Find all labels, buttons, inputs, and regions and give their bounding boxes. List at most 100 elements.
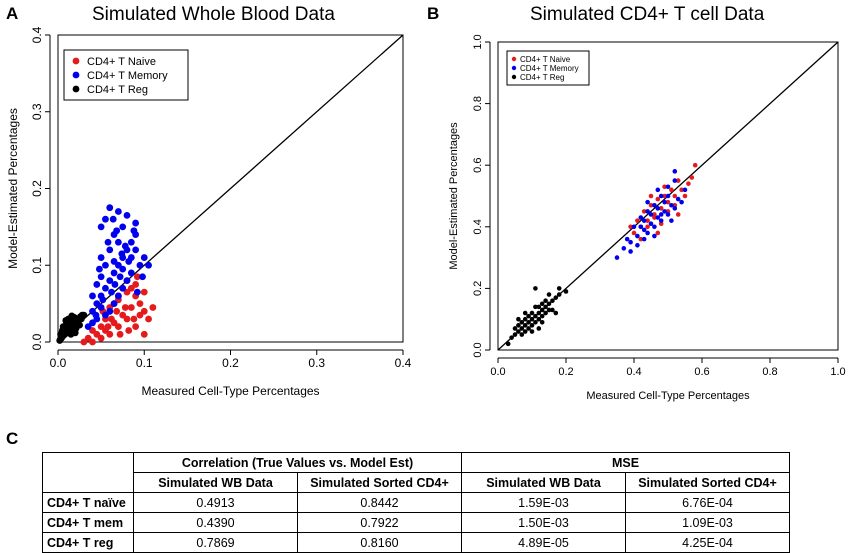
chart-b-point <box>655 206 661 211</box>
chart-b-point <box>512 332 518 337</box>
chart-a-point <box>97 273 105 281</box>
chart-b-x-tick-label: 0.2 <box>558 366 573 378</box>
chart-a-x-axis-label: Measured Cell-Type Percentages <box>141 384 319 398</box>
chart-b-point <box>648 221 654 227</box>
chart-b-point <box>686 181 691 186</box>
chart-a-point <box>97 334 105 342</box>
chart-a-point <box>121 304 129 311</box>
chart-a-title: Simulated Whole Blood Data <box>92 4 335 25</box>
chart-a-point <box>114 208 122 215</box>
chart-a-point <box>89 292 96 300</box>
table-cell: 6.76E-04 <box>625 492 790 513</box>
chart-b-y-tick-label: 0.0 <box>472 342 484 357</box>
chart-b-point <box>641 236 647 242</box>
chart-b-point <box>522 310 528 316</box>
chart-a-point <box>97 223 105 231</box>
chart-b-point <box>516 316 521 322</box>
chart-a-point <box>139 273 146 281</box>
chart-a-point <box>136 311 144 319</box>
chart-b-point <box>516 329 521 334</box>
chart-a-point <box>127 238 135 246</box>
chart-b-y-tick-label: 0.6 <box>472 158 484 173</box>
chart-b-point <box>543 304 548 310</box>
chart-b-point <box>621 246 627 251</box>
chart-b-point <box>519 319 525 325</box>
chart-b-point <box>658 206 664 211</box>
chart-b-point <box>563 289 569 294</box>
chart-b-point <box>522 329 528 334</box>
chart-b-point <box>533 286 538 291</box>
chart-a-point <box>113 307 121 315</box>
chart-b-legend-marker <box>511 74 517 80</box>
chart-a-legend-marker <box>72 71 80 79</box>
chart-a-point <box>96 265 103 273</box>
chart-a-point <box>109 215 117 223</box>
chart-a-point <box>110 258 118 265</box>
chart-a-legend-label: CD4+ T Reg <box>87 84 148 96</box>
chart-b-point <box>645 199 650 205</box>
chart-b-x-tick-label: 0.0 <box>490 366 505 378</box>
chart-b-point <box>641 218 647 223</box>
chart-a-point <box>60 327 68 335</box>
panel-label-c: C <box>6 429 19 448</box>
chart-b-point <box>672 193 678 199</box>
chart-a-point <box>111 281 119 288</box>
chart-a-legend-label: CD4+ T Memory <box>87 70 168 82</box>
chart-b-point <box>665 199 671 205</box>
chart-a-point <box>145 315 152 323</box>
chart-b-point <box>526 326 531 331</box>
chart-b-point <box>662 193 667 199</box>
chart-b-point <box>533 304 538 310</box>
table-row: CD4+ T reg 0.7869 0.8160 4.89E-05 4.25E-… <box>42 532 790 553</box>
table-sub-header: Simulated Sorted CD4+ <box>625 472 790 493</box>
chart-a-point <box>140 330 148 338</box>
chart-a-point <box>132 323 140 331</box>
chart-a-x-tick-label: 0.0 <box>50 356 67 370</box>
table-row: CD4+ T mem 0.4390 0.7922 1.50E-03 1.09E-… <box>42 512 790 533</box>
table-cell: 1.09E-03 <box>625 512 790 533</box>
chart-a-point <box>127 304 135 311</box>
panel-label-b: B <box>427 4 440 23</box>
chart-b-point <box>516 323 521 328</box>
chart-b-point <box>675 178 681 183</box>
chart-b-point <box>692 162 698 168</box>
chart-b-point <box>546 292 552 297</box>
chart-b-y-tick-label: 0.8 <box>472 96 484 111</box>
chart-a-point <box>119 223 127 231</box>
chart-b-point <box>682 193 688 199</box>
chart-b-point <box>655 196 661 202</box>
chart-b-point <box>628 239 633 245</box>
table-row-label: CD4+ T mem <box>42 512 134 533</box>
chart-a: 0.0 0.1 0.2 0.3 0.4 0.0 0.1 0.2 0.3 0.4 Measured C… <box>6 26 412 398</box>
chart-b-point <box>682 187 688 193</box>
chart-a-legend-label: CD4+ T Naive <box>87 56 156 68</box>
chart-b-point <box>635 218 640 223</box>
table-sub-header: Simulated Sorted CD4+ <box>297 472 462 493</box>
chart-b-legend-label: CD4+ T Naive <box>520 55 571 64</box>
chart-b-legend-box <box>506 50 590 86</box>
chart-a-point <box>99 296 107 304</box>
chart-b-point <box>546 307 552 313</box>
chart-b-point <box>679 199 684 205</box>
chart-b-point <box>556 292 562 297</box>
chart-a-y-tick-label: 0.4 <box>30 26 44 43</box>
chart-a-point <box>114 292 122 300</box>
chart-a-point <box>116 273 124 281</box>
chart-b-point <box>638 215 644 220</box>
chart-a-y-tick-label: 0.3 <box>30 103 44 120</box>
chart-b-point <box>648 212 654 217</box>
chart-b-point <box>638 224 644 230</box>
table-cell: 0.7922 <box>297 512 462 533</box>
chart-b: 0.0 0.2 0.4 0.6 0.8 1.0 0.0 0.2 0.4 0.6 0.8 1.0 Meas… <box>448 34 846 402</box>
chart-a-point <box>102 261 109 269</box>
chart-b-point <box>675 212 681 217</box>
chart-a-plot-frame <box>57 34 404 343</box>
chart-b-y-axis-label: Model-Estimated Percentages <box>448 122 460 270</box>
chart-b-point <box>652 233 657 239</box>
chart-b-point <box>672 206 678 211</box>
chart-a-x-tick-label: 0.2 <box>222 356 239 370</box>
chart-a-point <box>106 246 114 254</box>
chart-b-point <box>635 242 640 248</box>
chart-b-point <box>628 249 633 254</box>
table-cell: 0.4913 <box>133 492 298 513</box>
